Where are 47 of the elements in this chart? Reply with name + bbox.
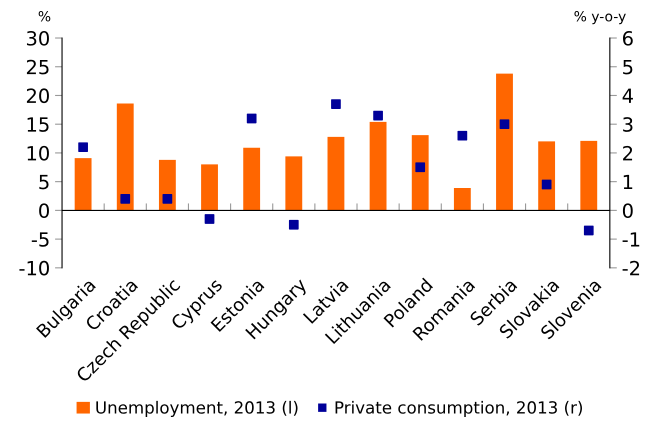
bar: [243, 148, 260, 210]
legend-label: Unemployment, 2013 (l): [96, 400, 298, 417]
point: [288, 220, 299, 230]
y-tick-label: 10: [28, 146, 49, 161]
y2-tick-label: 1: [624, 174, 632, 190]
bar: [201, 164, 218, 210]
y-tick-label: 15: [28, 117, 49, 132]
y-tick-label: 30: [26, 30, 49, 46]
y-tick-label: -10: [19, 260, 49, 276]
point: [500, 119, 510, 130]
bar: [370, 122, 387, 210]
bar: [454, 188, 471, 210]
y2-tick-label: 2: [623, 146, 632, 160]
point: [246, 114, 257, 124]
point: [120, 194, 130, 204]
y2-tick-label: 6: [623, 30, 633, 46]
bar: [496, 74, 513, 210]
bar: [285, 156, 302, 210]
point: [204, 214, 214, 224]
bar: [116, 104, 134, 210]
y-tick-label: 25: [26, 60, 49, 74]
y2-tick-label: -2: [622, 260, 640, 276]
point: [584, 226, 594, 236]
y-tick-label: 5: [39, 174, 49, 190]
point: [78, 142, 88, 152]
y2-axis-title: % y-o-y: [574, 11, 626, 24]
y2-tick-label: -1: [622, 232, 640, 246]
bar: [580, 140, 598, 210]
y2-tick-label: 3: [623, 117, 632, 132]
y2-tick-label: 0: [622, 203, 633, 218]
y2-tick-label: 4: [622, 88, 633, 103]
bar: [538, 141, 556, 210]
bar: [412, 135, 429, 210]
y-tick-label: 20: [26, 88, 49, 104]
point: [373, 110, 383, 120]
point: [415, 162, 426, 172]
y-axis-title: %: [38, 11, 50, 22]
point: [542, 180, 552, 190]
legend-label: Private consumption, 2013 (r): [336, 400, 582, 417]
y-tick-label: -5: [32, 232, 49, 247]
bar: [74, 158, 92, 210]
point: [331, 99, 341, 109]
point: [457, 130, 468, 141]
bar: [328, 136, 344, 210]
y2-tick-label: 5: [623, 60, 632, 74]
y-tick-label: 0: [39, 203, 49, 218]
point: [162, 194, 172, 204]
